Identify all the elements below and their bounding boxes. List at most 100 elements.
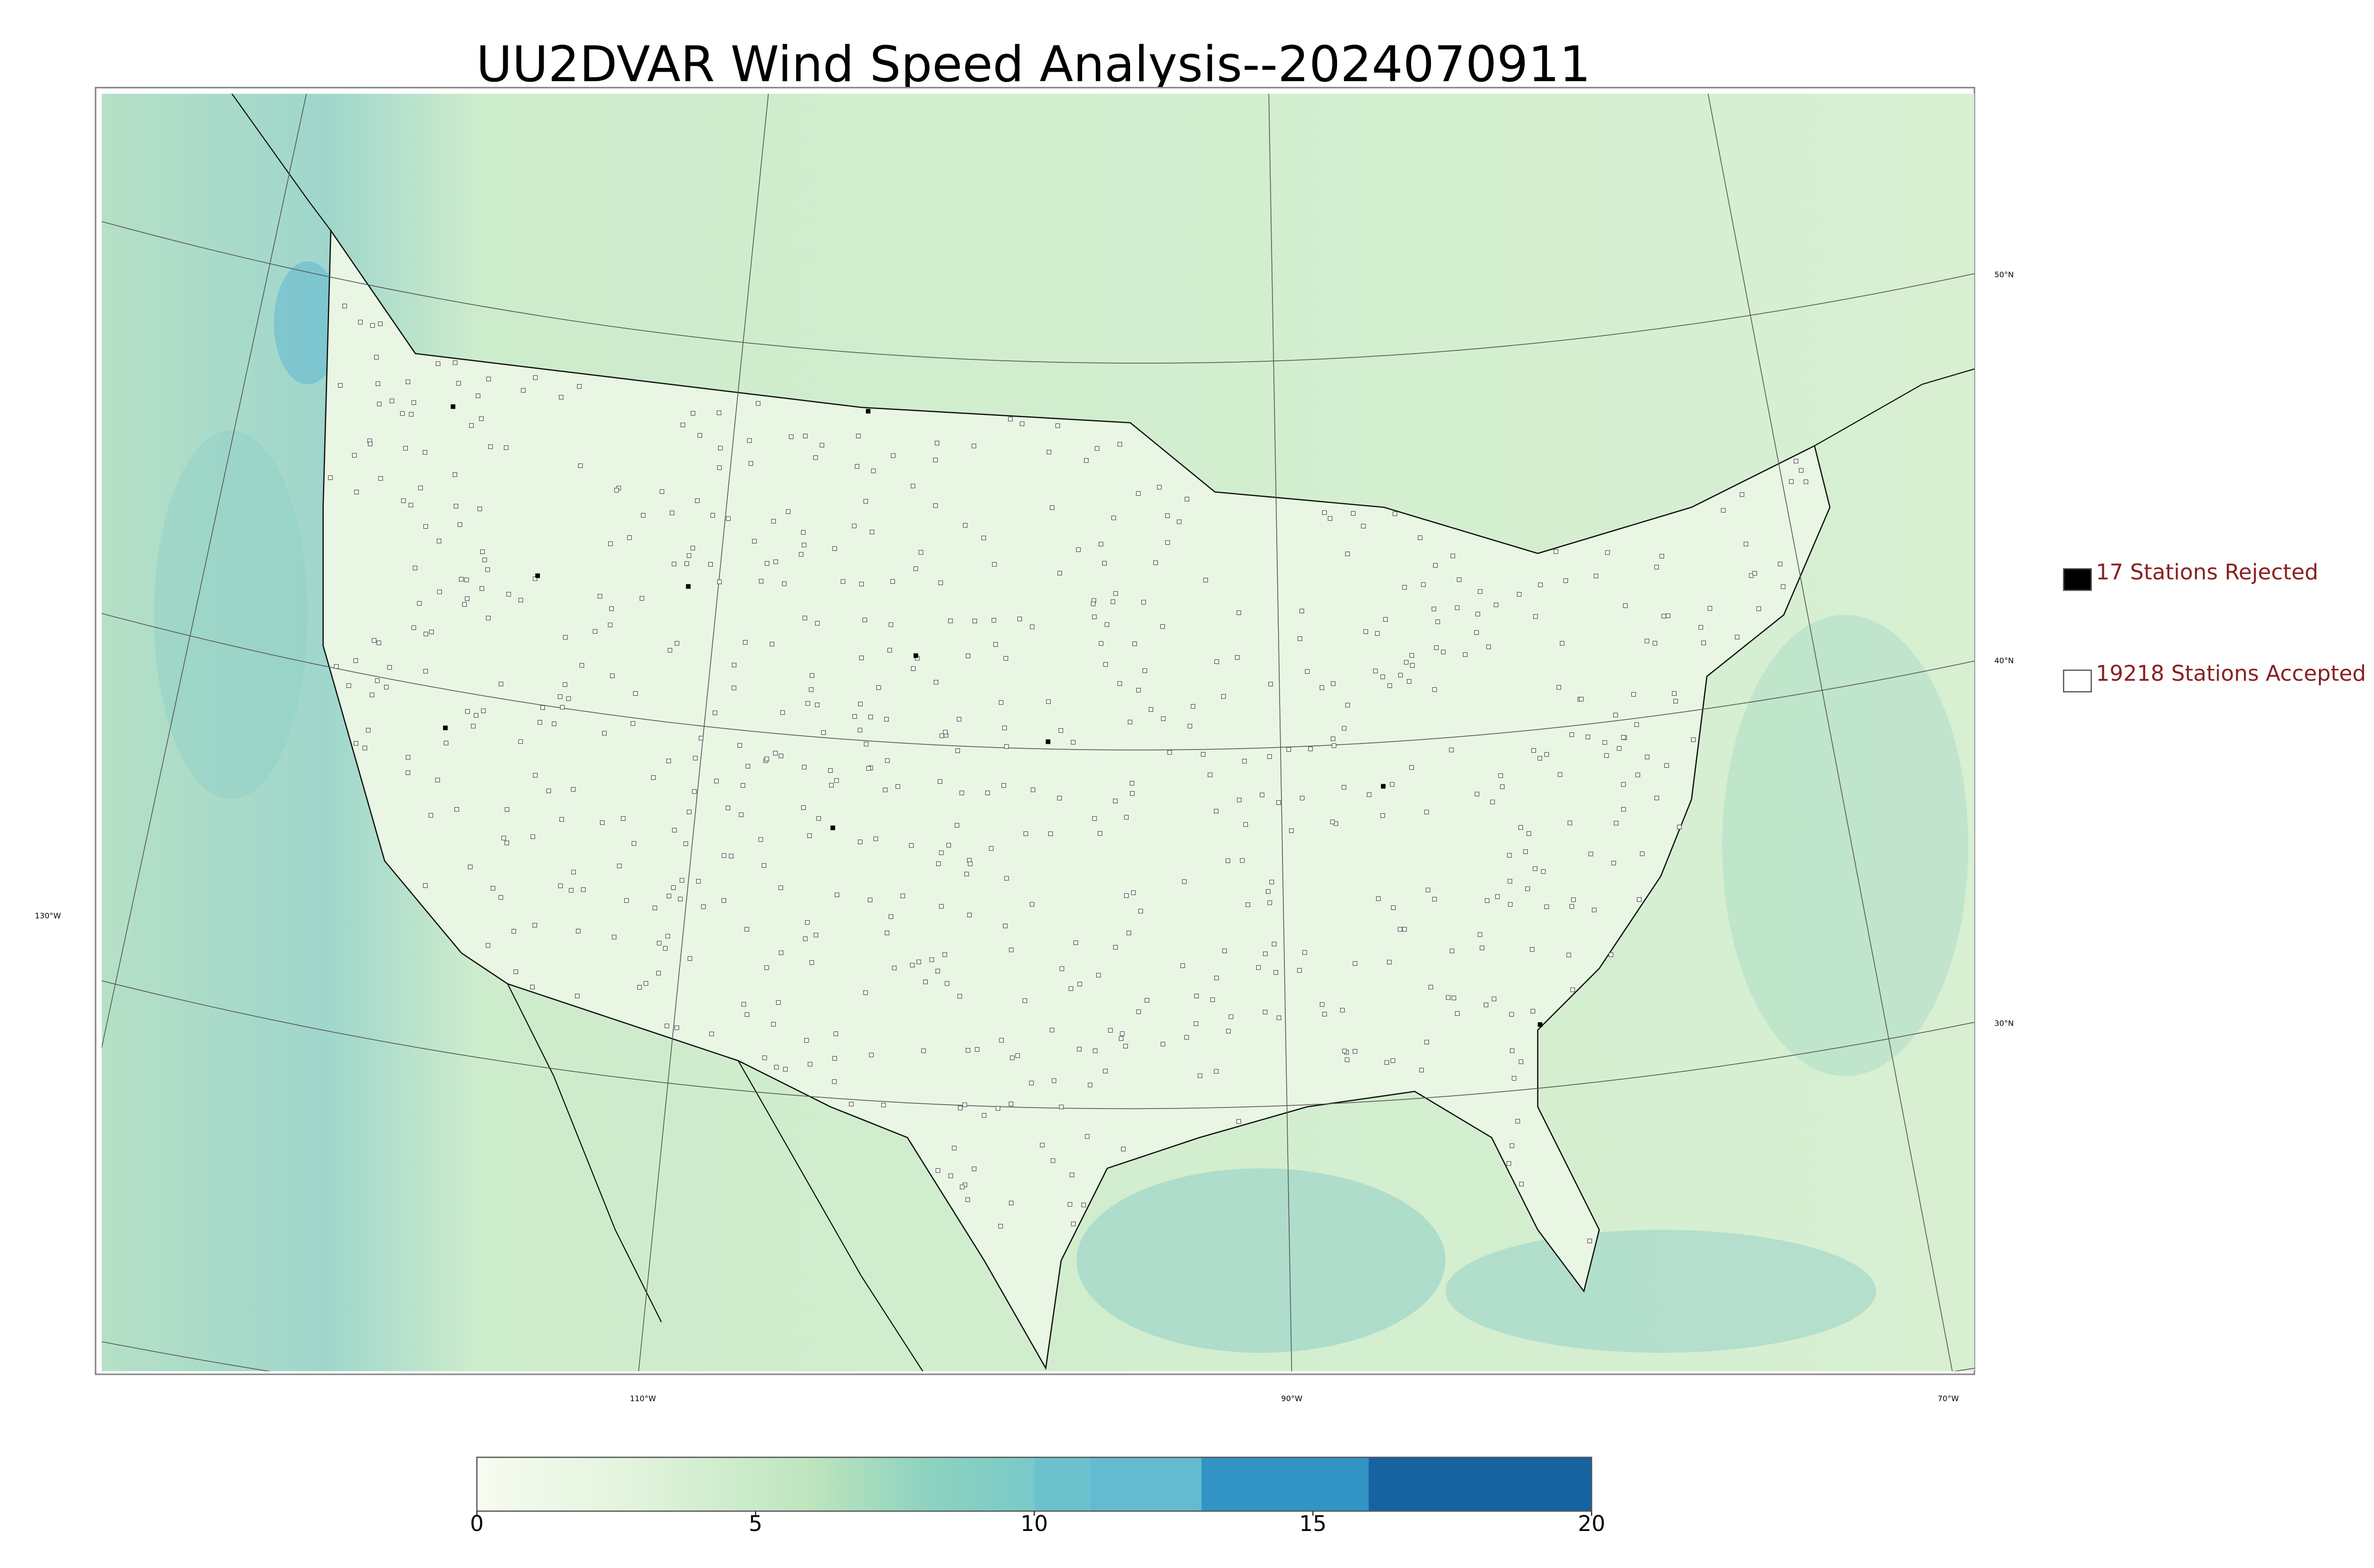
station (1308, 746, 1313, 751)
station (1319, 685, 1325, 690)
station (353, 741, 358, 746)
station (1451, 995, 1456, 1001)
station (405, 755, 411, 760)
station (801, 805, 806, 810)
station (972, 619, 977, 624)
station (998, 1224, 1003, 1229)
station (929, 957, 934, 962)
station (971, 443, 977, 449)
station (1235, 655, 1240, 660)
station (1340, 1008, 1345, 1013)
station (1621, 735, 1626, 740)
station (423, 883, 428, 888)
station (782, 581, 787, 586)
station (714, 779, 719, 784)
station (1165, 540, 1170, 545)
station (779, 753, 783, 759)
station (1602, 740, 1607, 745)
station (935, 1168, 941, 1173)
station (1631, 692, 1636, 697)
station (1734, 635, 1740, 639)
station (725, 805, 731, 810)
station (428, 813, 433, 818)
station (1088, 1082, 1093, 1088)
legend-label: 19218 Stations Accepted (2096, 661, 2366, 686)
station (1740, 492, 1744, 497)
station (1297, 968, 1302, 973)
station (571, 787, 576, 792)
station (805, 701, 810, 706)
station (1190, 704, 1196, 709)
station (370, 323, 375, 328)
station (1673, 699, 1678, 704)
colorbar-gradient (477, 1457, 1035, 1512)
station (1511, 1076, 1517, 1081)
station (1424, 1040, 1429, 1045)
station (1117, 442, 1122, 447)
station (1273, 970, 1278, 975)
station (1593, 573, 1599, 579)
station (1017, 616, 1022, 621)
station (1055, 423, 1060, 428)
station (729, 854, 734, 859)
station (533, 773, 538, 778)
station (1001, 783, 1006, 788)
station (923, 979, 928, 985)
station (471, 723, 476, 729)
station (1455, 605, 1460, 610)
station (1123, 1043, 1128, 1049)
station (770, 642, 774, 647)
station (1077, 982, 1082, 986)
station (1441, 649, 1446, 655)
station (888, 914, 894, 919)
station (558, 883, 563, 888)
station (1592, 907, 1597, 912)
station (1661, 613, 1667, 619)
station (958, 1106, 963, 1110)
station (801, 765, 807, 770)
station (762, 1055, 767, 1061)
station (1410, 663, 1415, 668)
station (1124, 815, 1129, 820)
rejected-station (830, 825, 835, 830)
station (1076, 547, 1081, 552)
station (672, 827, 677, 833)
station (1069, 1173, 1074, 1177)
station (464, 577, 469, 582)
station (967, 912, 972, 918)
station (1071, 740, 1076, 745)
station (1222, 948, 1227, 953)
station (499, 681, 503, 686)
station (609, 606, 614, 611)
map (102, 94, 1975, 1371)
station (506, 592, 511, 597)
station (1363, 629, 1368, 634)
station (871, 469, 876, 473)
station (1266, 889, 1271, 894)
station (1567, 820, 1573, 826)
station (1330, 736, 1336, 742)
station (1342, 1049, 1347, 1053)
station (1419, 1068, 1424, 1072)
station (575, 994, 580, 999)
station (959, 790, 964, 796)
station (452, 472, 458, 477)
station (367, 441, 373, 446)
station (1613, 713, 1618, 718)
station (873, 836, 878, 841)
station (481, 708, 486, 714)
graticule-label: 90°W (1281, 1394, 1302, 1403)
colorbar-tick-label: 0 (470, 1511, 484, 1536)
station (697, 433, 702, 438)
station (1384, 1060, 1389, 1065)
station (1256, 965, 1261, 970)
station (1450, 948, 1454, 953)
station (465, 596, 470, 601)
station (1509, 1012, 1514, 1017)
station (718, 446, 723, 451)
station (1701, 640, 1706, 646)
station (809, 687, 814, 692)
station (1077, 1047, 1082, 1052)
station (1182, 879, 1187, 884)
